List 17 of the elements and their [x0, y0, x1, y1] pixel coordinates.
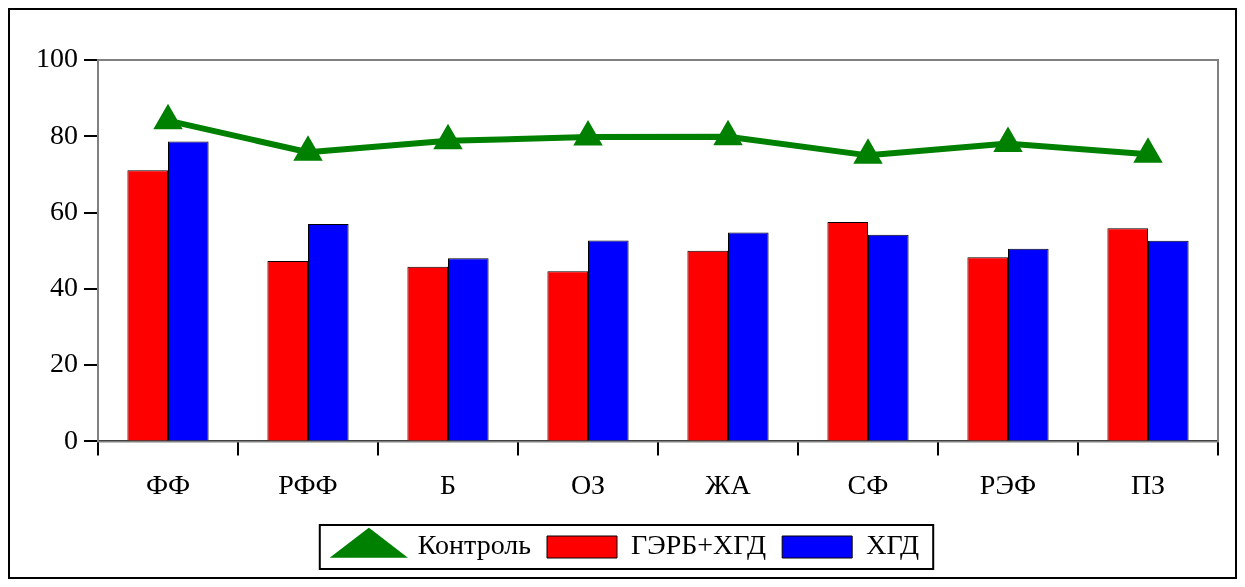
y-tick-label: 60 — [50, 194, 78, 226]
x-tick-label: ФФ — [145, 468, 191, 500]
y-tick-label: 100 — [36, 42, 78, 74]
y-tick-label: 20 — [50, 347, 78, 379]
x-tick-label: РЭФ — [979, 468, 1037, 500]
legend-label: ХГД — [866, 529, 920, 561]
y-tick-label: 80 — [50, 118, 78, 150]
x-tick-label: РФФ — [278, 468, 338, 500]
x-tick-label: СФ — [847, 468, 889, 500]
legend-label: ГЭРБ+ХГД — [631, 529, 767, 561]
legend-label: Контроль — [417, 529, 532, 561]
x-tick-label: ОЗ — [570, 468, 606, 500]
x-tick-label: ПЗ — [1130, 468, 1166, 500]
x-tick-label: Б — [439, 468, 457, 500]
x-tick-label: ЖА — [705, 468, 752, 500]
y-tick-label: 40 — [50, 271, 78, 303]
y-tick-label: 0 — [64, 423, 78, 455]
